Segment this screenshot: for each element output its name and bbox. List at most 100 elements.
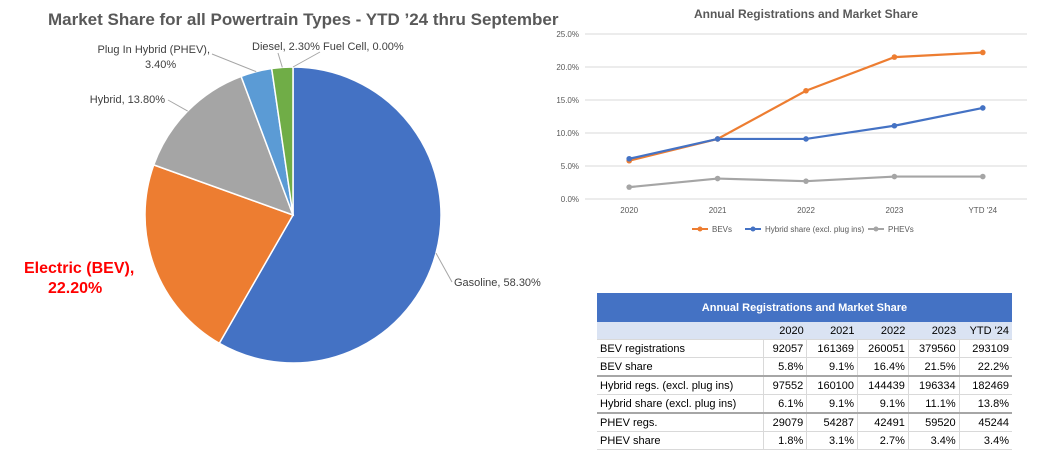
table-row: Hybrid regs. (excl. plug ins) 97552 1601… bbox=[597, 376, 1012, 395]
pie-label-hybrid: Hybrid, 13.80% bbox=[90, 94, 165, 106]
pie-label-gasoline: Gasoline, 58.30% bbox=[454, 277, 541, 289]
table-title: Annual Registrations and Market Share bbox=[597, 293, 1012, 322]
table-header-row: 2020 2021 2022 2023 YTD '24 bbox=[597, 322, 1012, 340]
label-leader-line bbox=[277, 52, 283, 68]
table-cell: 16.4% bbox=[857, 357, 909, 377]
table-cell: 11.1% bbox=[907, 394, 960, 414]
y-tick-label: 20.0% bbox=[556, 63, 579, 72]
table-header-cell: 2021 bbox=[806, 322, 858, 340]
table-cell: 379560 bbox=[907, 339, 960, 358]
y-tick-label: 25.0% bbox=[556, 30, 579, 39]
y-tick-label: 0.0% bbox=[561, 195, 579, 204]
table-cell: PHEV share bbox=[597, 431, 764, 450]
y-tick-label: 15.0% bbox=[556, 96, 579, 105]
table-row: PHEV share 1.8% 3.1% 2.7% 3.4% 3.4% bbox=[597, 431, 1012, 450]
data-point bbox=[803, 178, 809, 184]
table-row: Hybrid share (excl. plug ins) 6.1% 9.1% … bbox=[597, 394, 1012, 414]
table-cell: BEV registrations bbox=[597, 339, 764, 358]
legend-marker bbox=[697, 226, 703, 232]
table-cell: 9.1% bbox=[806, 357, 858, 377]
data-point bbox=[891, 54, 898, 60]
label-leader-line bbox=[292, 51, 321, 68]
x-tick-label: YTD '24 bbox=[968, 206, 997, 215]
y-tick-label: 5.0% bbox=[561, 162, 579, 171]
legend-label: Hybrid share (excl. plug ins) bbox=[765, 225, 864, 234]
data-point bbox=[714, 175, 721, 182]
line-chart: Annual Registrations and Market Share 0.0… bbox=[556, 7, 1027, 234]
table-cell: 1.8% bbox=[762, 431, 807, 450]
pie-slice-hybrid bbox=[152, 75, 295, 217]
data-point bbox=[980, 49, 986, 56]
pie-label-bev: Electric (BEV), bbox=[24, 260, 134, 277]
table-cell: 160100 bbox=[806, 376, 858, 395]
table-cell: PHEV regs. bbox=[597, 413, 764, 432]
table-cell: 3.4% bbox=[907, 431, 960, 450]
table-header-cell: 2023 bbox=[908, 322, 960, 340]
x-tick-label: 2023 bbox=[886, 206, 904, 215]
pie-slice-electric-bev bbox=[144, 163, 295, 345]
label-leader-line bbox=[167, 99, 188, 112]
table-cell: 182469 bbox=[958, 376, 1012, 395]
table-cell: 2.7% bbox=[857, 431, 909, 450]
registrations-table: Annual Registrations and Market Share 20… bbox=[597, 293, 1012, 450]
table-cell: 9.1% bbox=[857, 394, 909, 414]
table-cell: 6.1% bbox=[762, 394, 807, 414]
table-cell: Hybrid share (excl. plug ins) bbox=[597, 394, 764, 414]
table-cell: 45244 bbox=[958, 413, 1012, 432]
pie-label-phev: Plug In Hybrid (PHEV), bbox=[98, 44, 210, 56]
data-point bbox=[980, 173, 986, 180]
data-point bbox=[714, 136, 721, 142]
x-tick-label: 2020 bbox=[620, 206, 638, 215]
data-point bbox=[626, 155, 632, 162]
data-point bbox=[980, 105, 986, 111]
table-header-cell bbox=[597, 322, 764, 340]
table-cell: 54287 bbox=[806, 413, 858, 432]
table-row: PHEV regs. 29079 54287 42491 59520 45244 bbox=[597, 413, 1012, 432]
legend-marker bbox=[750, 226, 756, 232]
label-leader-line bbox=[211, 53, 257, 73]
legend-label: PHEVs bbox=[888, 225, 914, 234]
pie-label-phev-value: 3.40% bbox=[145, 59, 176, 71]
table-cell: 21.5% bbox=[907, 357, 960, 377]
table-cell: 59520 bbox=[907, 413, 960, 432]
table-cell: 29079 bbox=[762, 413, 807, 432]
table-cell: BEV share bbox=[597, 357, 764, 377]
legend-label: BEVs bbox=[712, 225, 732, 234]
table-cell: 293109 bbox=[958, 339, 1012, 358]
y-tick-label: 10.0% bbox=[556, 129, 579, 138]
label-leader-line bbox=[435, 252, 453, 283]
table-cell: 13.8% bbox=[958, 394, 1012, 414]
table-cell: 97552 bbox=[762, 376, 807, 395]
data-point bbox=[626, 184, 632, 190]
table-cell: 3.4% bbox=[958, 431, 1012, 450]
pie-chart-title: Market Share for all Powertrain Types - … bbox=[48, 10, 559, 29]
pie-label-diesel: Diesel, 2.30% bbox=[252, 41, 320, 53]
table-cell: 92057 bbox=[762, 339, 807, 358]
data-point bbox=[891, 122, 898, 129]
x-tick-label: 2021 bbox=[709, 206, 727, 215]
table-header-cell: YTD '24 bbox=[959, 322, 1012, 340]
table-cell: 161369 bbox=[806, 339, 858, 358]
line-chart-title: Annual Registrations and Market Share bbox=[694, 7, 918, 21]
table-cell: 42491 bbox=[857, 413, 909, 432]
table-cell: 196334 bbox=[907, 376, 960, 395]
x-tick-label: 2022 bbox=[797, 206, 815, 215]
data-point bbox=[803, 136, 809, 142]
table-cell: 22.2% bbox=[958, 357, 1012, 377]
table-cell: 3.1% bbox=[806, 431, 858, 450]
table-cell: 5.8% bbox=[762, 357, 807, 377]
table-header-cell: 2020 bbox=[763, 322, 807, 340]
table-row: BEV share 5.8% 9.1% 16.4% 21.5% 22.2% bbox=[597, 357, 1012, 377]
series-line-0 bbox=[628, 51, 983, 162]
pie-chart: Gasoline, 58.30% Electric (BEV), 22.20% Hyb… bbox=[24, 41, 541, 364]
table-cell: 260051 bbox=[857, 339, 909, 358]
pie-label-fuel-cell: Fuel Cell, 0.00% bbox=[323, 41, 404, 53]
data-point bbox=[803, 87, 809, 94]
table-cell: Hybrid regs. (excl. plug ins) bbox=[597, 376, 764, 395]
table-header-cell: 2022 bbox=[857, 322, 909, 340]
table-row: BEV registrations 92057 161369 260051 37… bbox=[597, 339, 1012, 358]
pie-label-bev-value: 22.20% bbox=[48, 280, 102, 297]
legend-marker bbox=[873, 226, 879, 232]
data-point bbox=[891, 173, 898, 180]
table-cell: 9.1% bbox=[806, 394, 858, 414]
